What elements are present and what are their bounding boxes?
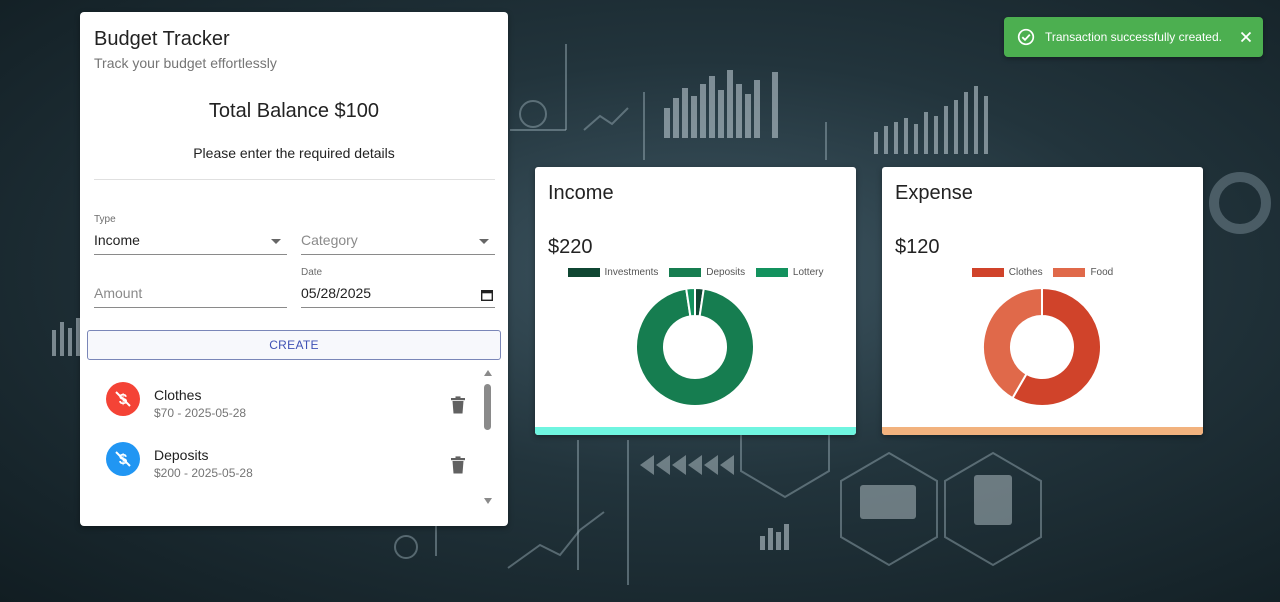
expense-legend: Clothes Food <box>882 267 1203 278</box>
scrollbar-thumb[interactable] <box>484 384 491 430</box>
income-doughnut-chart <box>635 286 755 407</box>
type-label: Type <box>94 214 116 225</box>
type-value: Income <box>94 232 140 248</box>
money-off-icon: $ <box>115 391 131 408</box>
list-scrollbar[interactable] <box>482 370 494 504</box>
expense-amount: $120 <box>895 236 940 258</box>
scroll-up-arrow-icon[interactable] <box>484 370 492 376</box>
transaction-name: Deposits <box>154 447 209 463</box>
create-button[interactable]: CREATE <box>87 330 501 360</box>
transaction-detail: $70 - 2025-05-28 <box>154 406 247 420</box>
close-icon[interactable] <box>1239 30 1253 44</box>
legend-label: Deposits <box>706 267 746 278</box>
date-input[interactable]: Date 05/28/2025 <box>301 267 495 308</box>
toast-message: Transaction successfully created. <box>1045 30 1222 44</box>
legend-swatch <box>1053 267 1086 277</box>
avatar: $ <box>106 382 140 416</box>
income-title: Income <box>548 182 614 204</box>
amount-placeholder: Amount <box>94 285 143 301</box>
legend-swatch <box>755 267 788 277</box>
slice-lottery[interactable] <box>685 286 696 318</box>
legend-item[interactable]: Lottery <box>755 267 824 278</box>
income-card: Income $220 Investments Deposits Lottery <box>535 167 856 435</box>
expense-accent-bar <box>882 427 1203 435</box>
success-toast: Transaction successfully created. <box>1004 17 1263 57</box>
scroll-down-arrow-icon[interactable] <box>484 498 492 504</box>
chevron-down-icon <box>271 239 281 244</box>
type-select[interactable]: Type Income <box>94 214 287 255</box>
legend-label: Food <box>1090 267 1114 278</box>
instructions-text: Please enter the required details <box>193 145 395 161</box>
income-amount: $220 <box>548 236 593 258</box>
app-title: Budget Tracker <box>94 28 230 50</box>
amount-input[interactable]: Amount <box>94 267 287 308</box>
legend-item[interactable]: Deposits <box>669 267 745 278</box>
income-legend: Investments Deposits Lottery <box>535 267 856 278</box>
transaction-detail: $200 - 2025-05-28 <box>154 466 253 480</box>
delete-icon[interactable] <box>450 456 466 474</box>
divider <box>94 179 495 180</box>
income-accent-bar <box>535 427 856 435</box>
expense-title: Expense <box>895 182 973 204</box>
legend-swatch <box>669 267 702 277</box>
legend-label: Clothes <box>1008 267 1043 278</box>
transaction-list: $ Clothes $70 - 2025-05-28 $ Deposits $2… <box>94 372 474 522</box>
legend-item[interactable]: Clothes <box>971 267 1043 278</box>
calendar-icon[interactable] <box>481 289 493 301</box>
expense-card: Expense $120 Clothes Food <box>882 167 1203 435</box>
list-item: $ Deposits $200 - 2025-05-28 <box>94 432 474 484</box>
legend-swatch <box>971 267 1004 277</box>
total-balance: Total Balance $100 <box>208 100 380 122</box>
app-subtitle: Track your budget effortlessly <box>94 55 277 71</box>
category-select[interactable]: Category <box>301 214 495 255</box>
delete-icon[interactable] <box>450 396 466 414</box>
category-placeholder: Category <box>301 232 358 248</box>
avatar: $ <box>106 442 140 476</box>
legend-item[interactable]: Food <box>1053 267 1113 278</box>
budget-tracker-card: Budget Tracker Track your budget effortl… <box>80 12 508 526</box>
transaction-name: Clothes <box>154 387 202 403</box>
check-circle-icon <box>1017 28 1035 46</box>
slice-deposits[interactable] <box>635 287 755 407</box>
slice-clothes[interactable] <box>1011 286 1102 407</box>
list-item: $ Clothes $70 - 2025-05-28 <box>94 372 474 424</box>
chevron-down-icon <box>479 239 489 244</box>
date-label: Date <box>301 267 323 278</box>
legend-item[interactable]: Investments <box>567 267 659 278</box>
date-value: 05/28/2025 <box>301 285 372 301</box>
money-off-icon: $ <box>115 451 131 468</box>
expense-doughnut-chart <box>982 286 1102 407</box>
legend-label: Investments <box>604 267 659 278</box>
legend-label: Lottery <box>792 267 824 278</box>
legend-swatch <box>567 267 600 277</box>
slice-food[interactable] <box>982 286 1043 400</box>
